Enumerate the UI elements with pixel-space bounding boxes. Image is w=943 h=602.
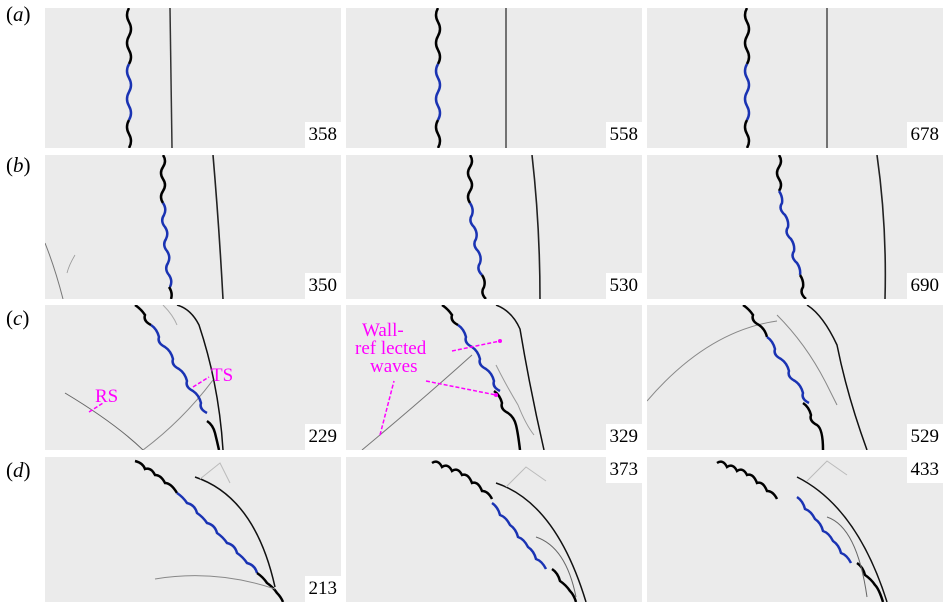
frame-number: 690	[906, 273, 943, 299]
panel-b2: 530	[346, 155, 642, 299]
wall-reflected-annotation-line1: Wall-	[362, 320, 404, 341]
panel-d2-graphic	[431, 460, 587, 602]
frame-number: 329	[605, 424, 642, 450]
panel-d3-graphic	[716, 460, 888, 602]
panel-c3-graphic	[647, 305, 868, 450]
frame-number: 433	[906, 457, 943, 483]
row-label-b: (b)	[6, 153, 31, 177]
frame-number: 358	[304, 122, 341, 148]
panel-b3: 690	[647, 155, 943, 299]
panel-a2-graphic	[434, 8, 507, 148]
panel-c3: 529	[647, 305, 943, 450]
frame-number: 558	[605, 122, 642, 148]
panel-d3: 433	[647, 457, 943, 602]
panel-d2: 373	[346, 457, 642, 602]
row-label-a: (a)	[6, 2, 31, 26]
panel-d1: 213	[45, 457, 341, 602]
rs-annotation: RS	[95, 386, 119, 407]
frame-number: 530	[605, 273, 642, 299]
panel-a1-graphic	[125, 8, 173, 148]
panel-b1: 350	[45, 155, 341, 299]
panel-b2-graphic	[466, 155, 541, 299]
frame-number: 213	[304, 576, 341, 602]
panel-a1: 358	[45, 8, 341, 148]
frame-number: 529	[906, 424, 943, 450]
panel-a2: 558	[346, 8, 642, 148]
panel-a3: 678	[647, 8, 943, 148]
panel-d1-graphic	[134, 459, 285, 602]
panel-b3-graphic	[775, 155, 887, 299]
wall-reflected-annotation-line3: waves	[370, 356, 418, 377]
panel-b1-graphic	[45, 155, 224, 299]
panel-c2-graphic	[361, 305, 545, 450]
panel-c1-graphic	[64, 305, 224, 450]
ts-annotation: TS	[211, 365, 234, 386]
row-label-d: (d)	[6, 458, 31, 482]
frame-number: 373	[605, 457, 642, 483]
frame-number: 229	[304, 424, 341, 450]
panel-c1: RS TS 229	[45, 305, 341, 450]
panel-c2: Wall- ref lected waves 329	[346, 305, 642, 450]
frame-number: 350	[304, 273, 341, 299]
panel-a3-graphic	[743, 8, 828, 148]
row-label-c: (c)	[6, 306, 30, 330]
frame-number: 678	[906, 122, 943, 148]
wall-reflected-annotation-line2: ref lected	[355, 338, 427, 359]
